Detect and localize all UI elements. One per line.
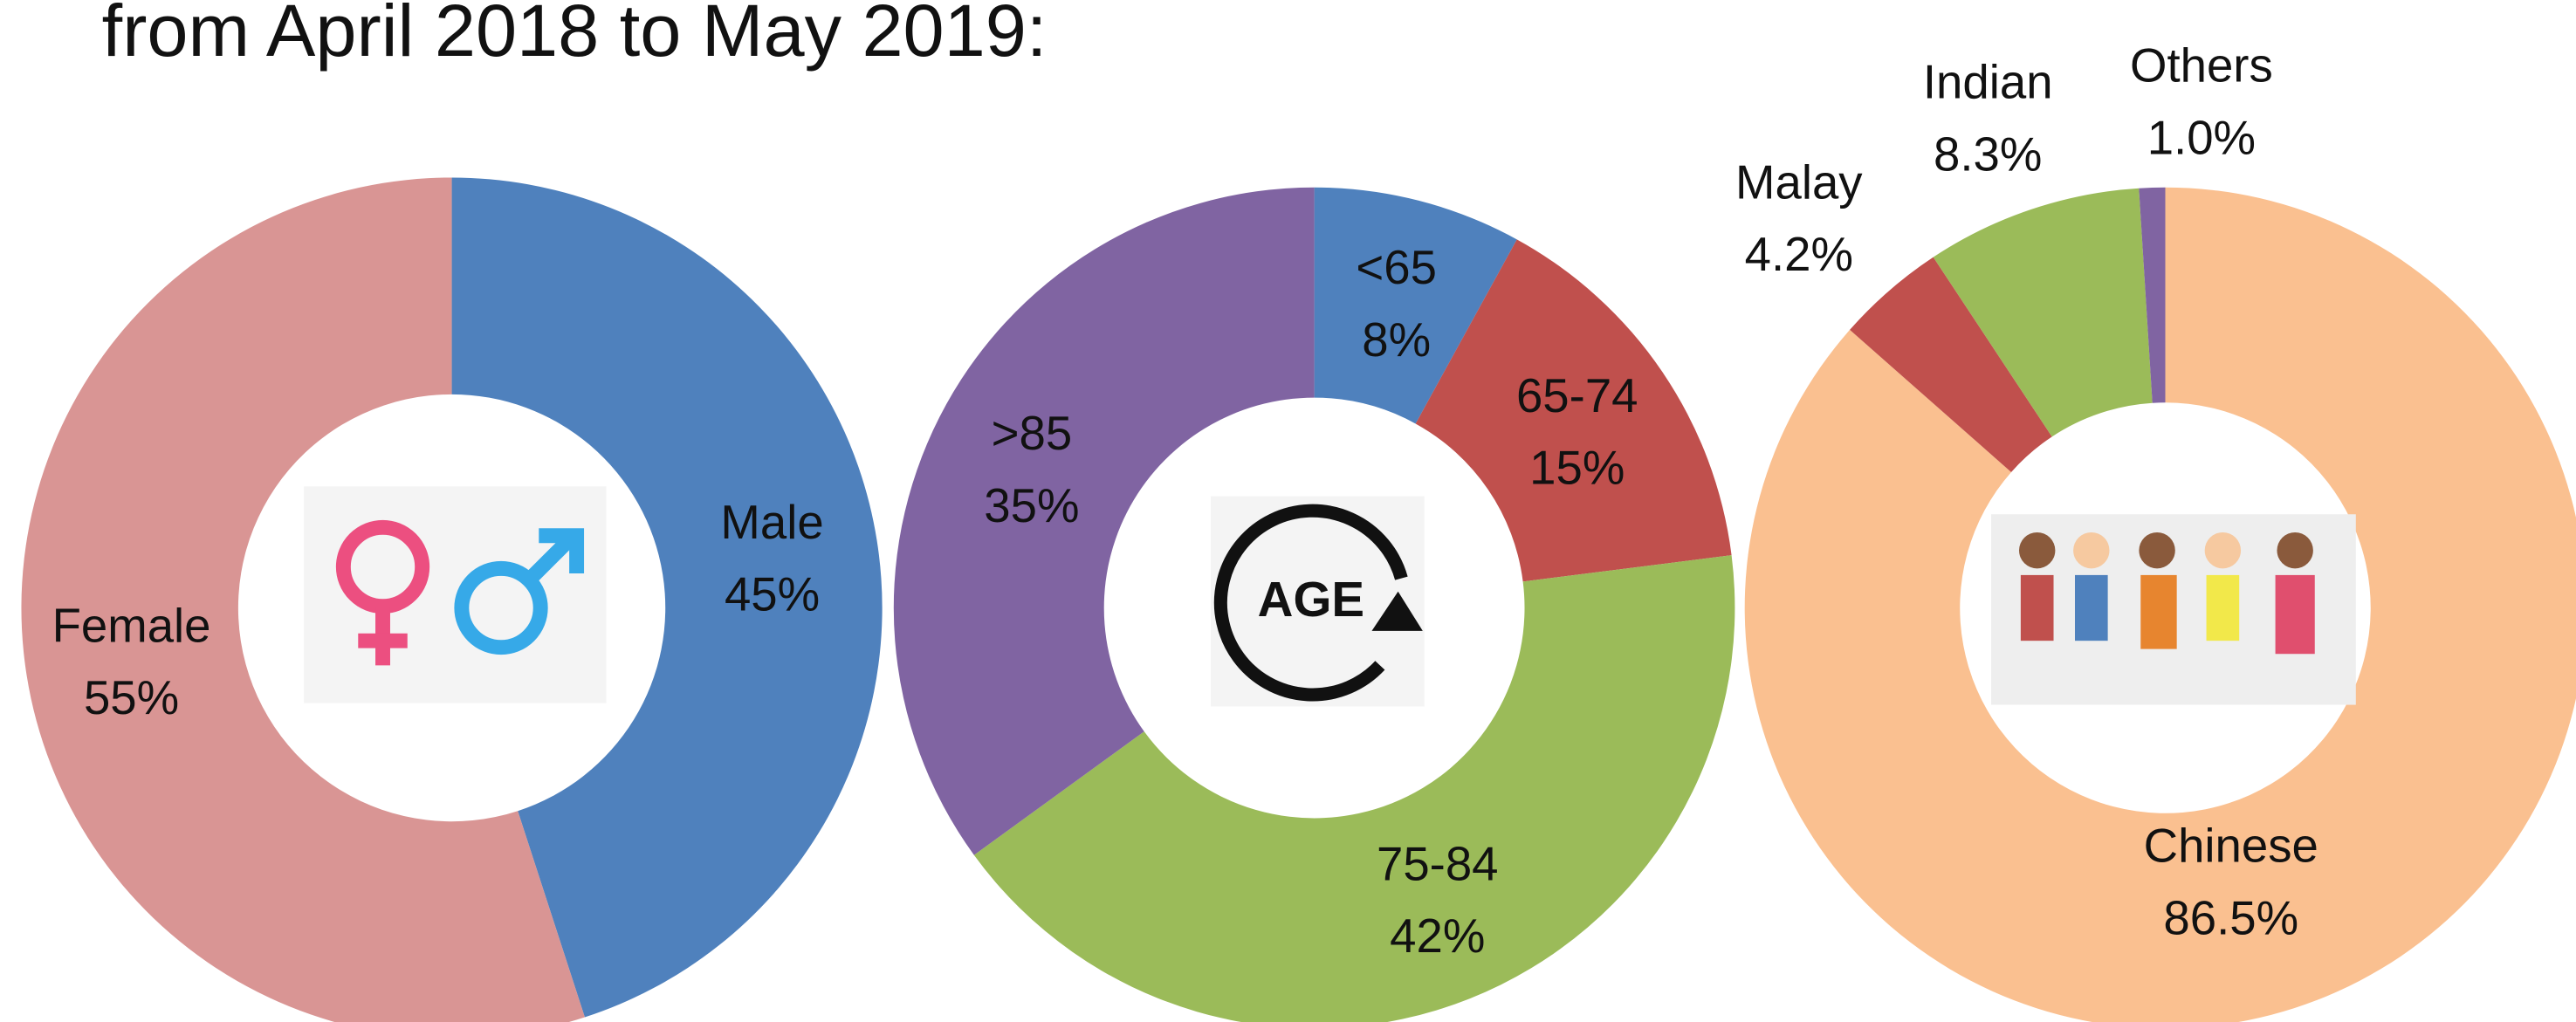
category-label: 65-74 [1516, 369, 1638, 422]
category-label: Others [2130, 39, 2273, 93]
category-label: >85 [992, 407, 1073, 460]
category-label: Indian [1923, 55, 2053, 108]
value-label: 15% [1529, 442, 1625, 495]
value-label: 8.3% [1934, 127, 2042, 181]
title: from April 2018 to May 2019: [102, 0, 1048, 72]
category-label: Female [52, 599, 211, 652]
category-label: Malay [1735, 155, 1863, 209]
gender-icon [304, 486, 606, 703]
value-label: 8% [1362, 313, 1431, 367]
value-label: 1.0% [2147, 111, 2256, 164]
page: from April 2018 to May 2019: AGE Male 45%… [0, 0, 2576, 1022]
category-label: Male [720, 496, 823, 549]
age-icon-text: AGE [1258, 572, 1364, 627]
age-icon: AGE [1211, 497, 1425, 707]
category-label: <65 [1356, 241, 1437, 294]
value-label: 35% [984, 479, 1079, 532]
value-label: 42% [1390, 909, 1485, 963]
category-label: Chinese [2144, 820, 2318, 873]
value-label: 45% [725, 568, 820, 621]
value-label: 86.5% [2163, 891, 2298, 944]
chart: from April 2018 to May 2019: AGE Male 45%… [0, 0, 2576, 1022]
category-label: 75-84 [1377, 837, 1499, 890]
value-label: 4.2% [1745, 228, 1853, 281]
people-icon [1991, 514, 2356, 704]
value-label: 55% [84, 671, 179, 724]
